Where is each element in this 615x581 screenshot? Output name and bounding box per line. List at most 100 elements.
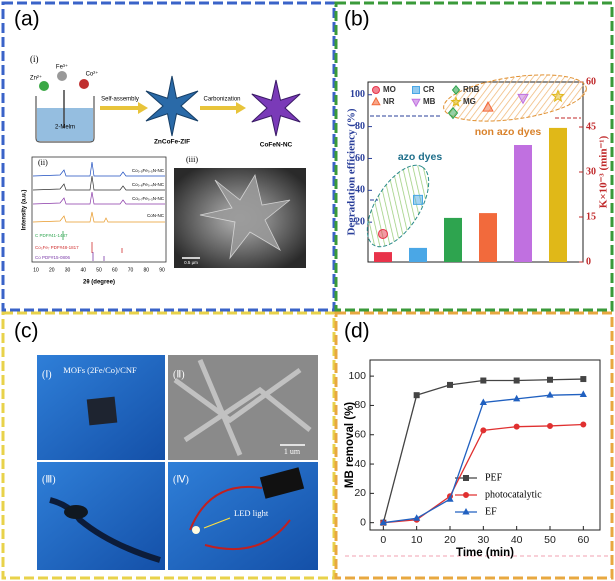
legend-label: MG	[463, 97, 476, 106]
y2-tick-label: 30	[586, 166, 596, 177]
pointer	[203, 517, 231, 529]
series-line	[383, 393, 584, 524]
xrd-tick-label: 50	[96, 267, 102, 273]
marker	[447, 106, 459, 120]
y-tick-label: 20	[354, 487, 366, 499]
panel-label: (a)	[14, 8, 40, 31]
panel-frame	[334, 1, 614, 312]
crystal-icon	[251, 79, 301, 137]
bar	[409, 247, 427, 262]
ion-label: Co²⁺	[86, 71, 99, 78]
photo-label: (Ⅲ)	[42, 474, 56, 485]
panel-label: (d)	[344, 320, 370, 343]
legend-marker	[450, 96, 462, 107]
sub-label: (ii)	[38, 158, 48, 167]
ion	[39, 81, 49, 91]
step-label: Carbonization	[203, 97, 240, 103]
x-tick-label: 30	[477, 534, 489, 546]
plot-frame	[369, 359, 601, 531]
x-axis-label: Time (min)	[456, 547, 514, 559]
marker	[413, 392, 420, 399]
y2-tick-label: 45	[586, 121, 596, 132]
bar	[549, 127, 567, 263]
marker	[413, 194, 423, 205]
y-tick-label: 80	[354, 399, 366, 411]
panel-c: (c) MOFs (2Fe/Co)/CNF (Ⅰ) (Ⅱ) 1 um (Ⅲ) (…	[14, 320, 318, 570]
marker	[513, 423, 520, 430]
y-tick-label: 40	[355, 185, 365, 196]
panel-frame	[334, 311, 614, 580]
y-axis-label: Degradation efficiency (%)	[346, 108, 358, 235]
y2-tick-label: 0	[586, 256, 591, 267]
annotation: non azo dyes	[475, 126, 542, 138]
tweezers	[49, 497, 161, 563]
sample-label: Co₀.₅Fe₀.₅N-NC	[132, 168, 165, 173]
marker	[551, 89, 565, 103]
marker	[413, 514, 421, 521]
panel-frame	[1, 311, 336, 580]
fiber	[173, 359, 312, 456]
legend-label: photocatalytic	[485, 489, 542, 500]
xrd-tick-label: 80	[143, 267, 149, 273]
legend-marker	[463, 475, 469, 481]
marker	[580, 421, 587, 428]
marker	[378, 228, 388, 239]
legend-marker	[462, 507, 470, 515]
legend-label: MB	[423, 97, 436, 106]
marker	[579, 390, 587, 397]
xrd-tick-label: 70	[128, 267, 134, 273]
xrd-tick-label: 20	[49, 267, 55, 273]
xrd-tick-label: 10	[33, 267, 39, 273]
xrd-frame	[31, 156, 167, 263]
y-tick-label: 40	[354, 458, 366, 470]
panel-label: (b)	[344, 8, 370, 31]
product-label: ZnCoFe-ZIF	[154, 139, 190, 146]
x-tick-label: 50	[544, 534, 556, 546]
xrd-tick-label: 30	[65, 267, 71, 273]
sample-label: CoN-NC	[147, 213, 165, 218]
x-tick-label: 60	[577, 534, 589, 546]
photo-caption: MOFs (2Fe/Co)/CNF	[63, 365, 137, 375]
arrow	[236, 102, 246, 114]
led	[192, 526, 200, 534]
photo-label: (Ⅰ)	[42, 369, 52, 380]
battery	[259, 467, 305, 499]
legend-marker	[411, 98, 421, 108]
y-tick-label: 60	[354, 429, 366, 441]
xrd-curve	[32, 161, 165, 177]
legend-marker	[463, 492, 469, 498]
legend-marker	[372, 86, 380, 94]
arrow	[138, 102, 148, 114]
panel-frame	[1, 1, 336, 312]
marker	[482, 101, 494, 112]
step-label: Self-assembly	[101, 97, 139, 103]
marker	[517, 93, 529, 105]
scale-label: 1 um	[284, 447, 301, 456]
crystal-icon	[145, 75, 199, 137]
bar	[374, 252, 392, 262]
sample-photo	[64, 505, 88, 519]
line-chart: (d) 0 20 40 60 80 100 0 10 20 30 40 50 60 Time (min) MB…	[344, 320, 601, 559]
legend-label: NR	[383, 97, 395, 106]
y-tick-label: 60	[355, 153, 365, 164]
marker	[480, 427, 487, 434]
panel-a: (a) (i) Zn²⁺ Fe³⁺ Co²⁺ 2-Melm Self-assem…	[14, 8, 306, 286]
annotation-ellipse	[366, 164, 430, 248]
axis-label: Intensity (a.u.)	[22, 190, 28, 231]
legend-label: MO	[383, 85, 396, 94]
marker	[480, 377, 487, 384]
legend-marker	[451, 85, 461, 95]
sample-photo	[86, 396, 118, 426]
xrd-curve	[32, 211, 165, 223]
legend-label: PEF	[485, 472, 503, 483]
legend-marker	[371, 96, 381, 106]
y2-tick-label: 60	[586, 76, 596, 87]
sample-label: Co₀.₆Fe₀.₄N-NC	[132, 182, 165, 187]
beaker	[35, 96, 95, 143]
bar	[514, 145, 532, 262]
marker	[513, 394, 521, 402]
y-tick-label: 0	[360, 516, 366, 528]
